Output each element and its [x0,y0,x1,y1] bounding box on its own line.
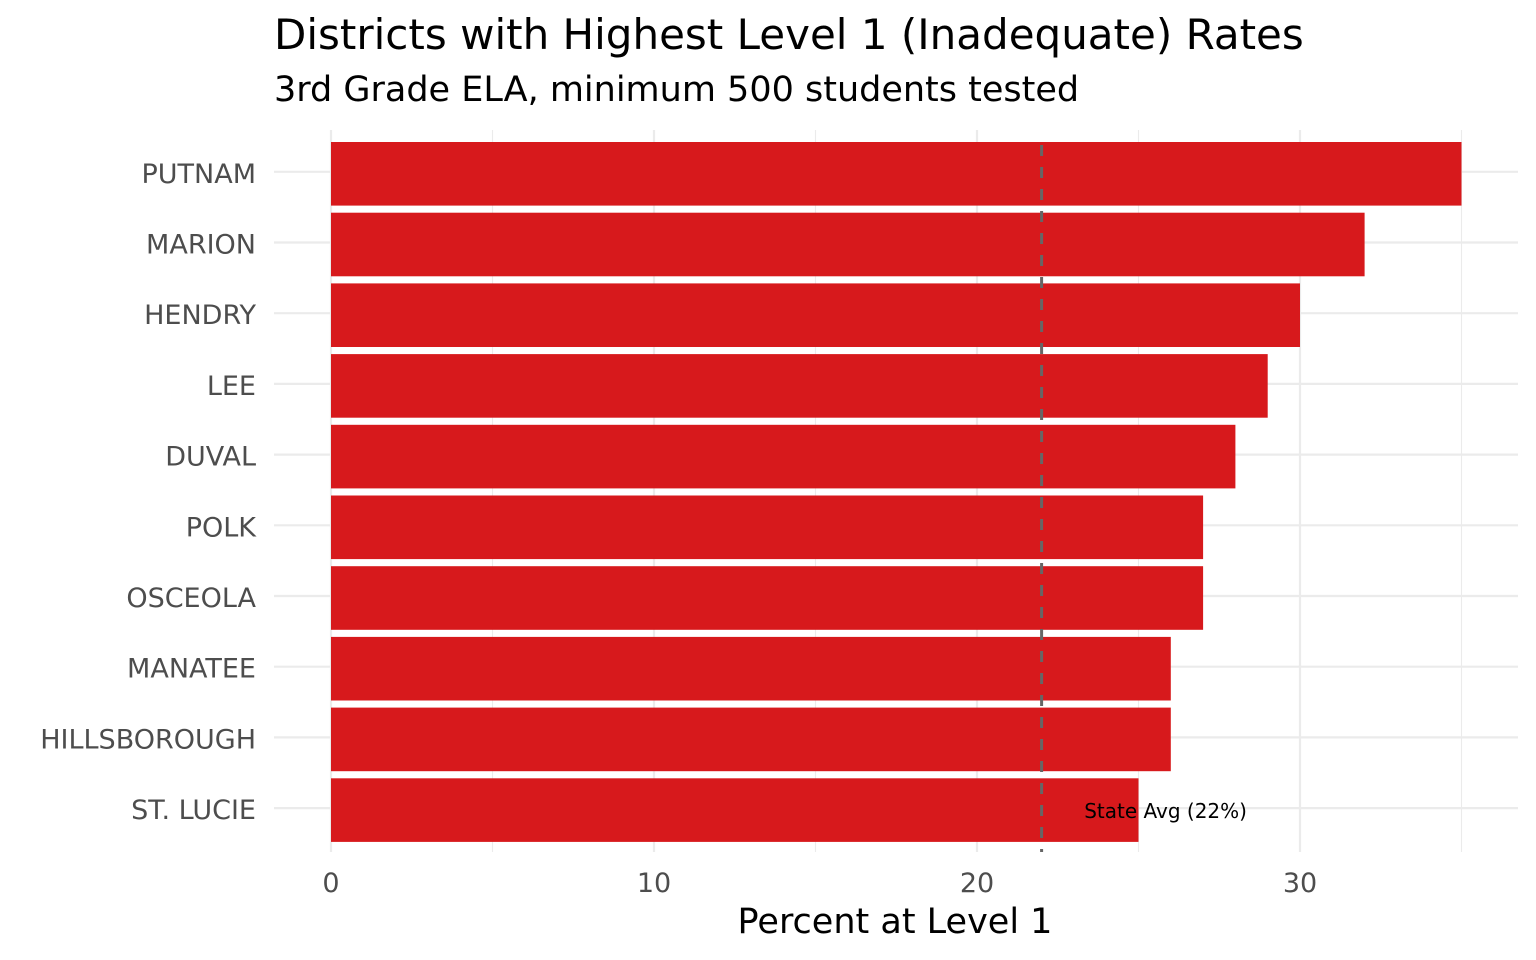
x-tick-label: 20 [960,868,994,899]
chart-title: Districts with Highest Level 1 (Inadequa… [274,10,1304,59]
y-tick-label: HENDRY [144,300,256,331]
bar-st-lucie [331,778,1139,842]
bar-osceola [331,566,1204,630]
bar-hendry [331,283,1300,347]
y-tick-label: DUVAL [165,442,256,473]
bar-putnam [331,142,1462,206]
reference-line-group: State Avg (22%) [1040,145,1247,852]
x-tick-label: 0 [322,868,339,899]
x-axis-title: Percent at Level 1 [738,902,1053,942]
y-tick-labels: PUTNAM MARION HENDRY LEE DUVAL POLK OSCEOLA MAN… [40,159,257,826]
x-tick-labels: 0 10 20 30 [322,868,1317,899]
y-tick-label: MANATEE [127,654,256,685]
y-tick-label: MARION [146,230,256,261]
y-tick-label: PUTNAM [142,159,257,190]
state-average-label: State Avg (22%) [1084,799,1247,823]
bar-hillsborough [331,707,1171,772]
bar-lee [331,354,1268,418]
bar-marion [331,212,1365,277]
y-tick-label: HILLSBOROUGH [40,724,256,755]
bar-polk [331,495,1204,560]
y-tick-label: ST. LUCIE [131,795,256,826]
chart-subtitle: 3rd Grade ELA, minimum 500 students test… [274,70,1080,110]
y-tick-label: LEE [207,371,256,402]
y-tick-label: POLK [186,512,258,543]
bar-duval [331,424,1236,489]
bar-manatee [331,636,1171,701]
y-tick-label: OSCEOLA [126,583,256,614]
bars [331,142,1462,842]
x-tick-label: 10 [637,868,671,899]
x-tick-label: 30 [1283,868,1317,899]
